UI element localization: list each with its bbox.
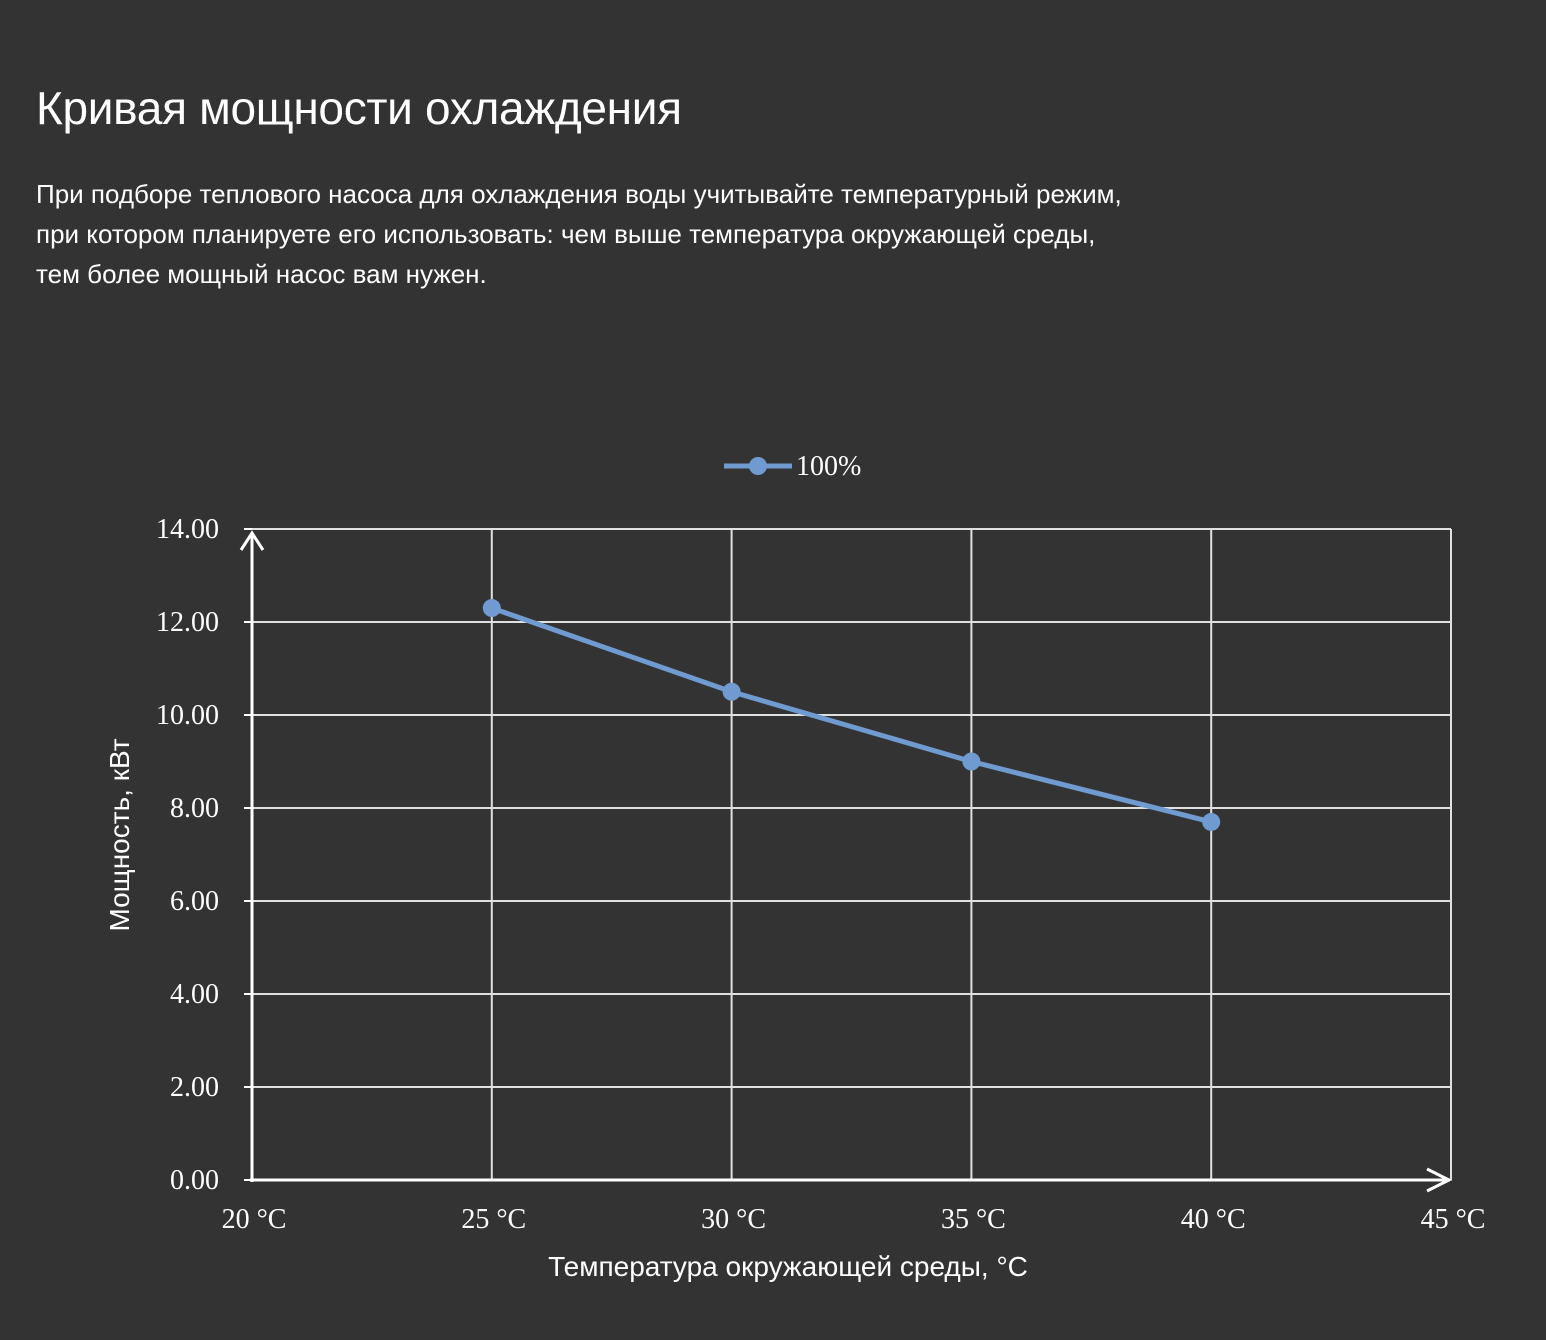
legend: 100% <box>724 451 861 482</box>
data-point <box>962 752 981 771</box>
y-tick-label: 12.00 <box>156 607 219 638</box>
data-point <box>722 682 741 701</box>
description-line: тем более мощный насос вам нужен. <box>36 259 487 289</box>
series-line <box>490 605 1212 825</box>
page-description: При подборе теплового насоса для охлажде… <box>36 174 1256 294</box>
y-tick-label: 6.00 <box>170 886 219 917</box>
y-tick-label: 8.00 <box>170 793 219 824</box>
y-tick-label: 10.00 <box>156 700 219 731</box>
y-axis-title: Мощность, кВт <box>104 738 135 931</box>
legend-label: 100% <box>796 451 861 482</box>
x-tick-label: 20 °C <box>222 1204 287 1235</box>
y-axis-arrow-icon <box>239 530 265 551</box>
x-axis-title: Температура окружающей среды, °C <box>548 1251 1028 1282</box>
legend-marker <box>749 457 767 475</box>
y-tick-label: 0.00 <box>170 1165 219 1196</box>
description-line: При подборе теплового насоса для охлажде… <box>36 179 1122 209</box>
description-line: при котором планируете его использовать:… <box>36 219 1096 249</box>
data-point <box>1202 812 1221 831</box>
x-axis-arrow-icon <box>1426 1167 1453 1193</box>
y-tick-label: 2.00 <box>170 1072 219 1103</box>
axes <box>239 528 1453 1193</box>
data-point <box>482 599 501 618</box>
x-tick-label: 25 °C <box>461 1204 526 1235</box>
y-tick-label: 4.00 <box>170 979 219 1010</box>
series-100 <box>482 599 1221 831</box>
x-tick-label: 35 °C <box>941 1204 1006 1235</box>
x-tick-label: 40 °C <box>1181 1204 1246 1235</box>
page-title: Кривая мощности охлаждения <box>36 82 682 134</box>
x-tick-label: 30 °C <box>701 1204 766 1235</box>
y-tick-label: 14.00 <box>156 514 219 545</box>
grid <box>252 528 1452 1180</box>
x-tick-label: 45 °C <box>1421 1204 1486 1235</box>
tick-labels: 0.00 2.00 4.00 6.00 8.00 10.00 12.00 14.00 20 °C… <box>156 514 1485 1235</box>
